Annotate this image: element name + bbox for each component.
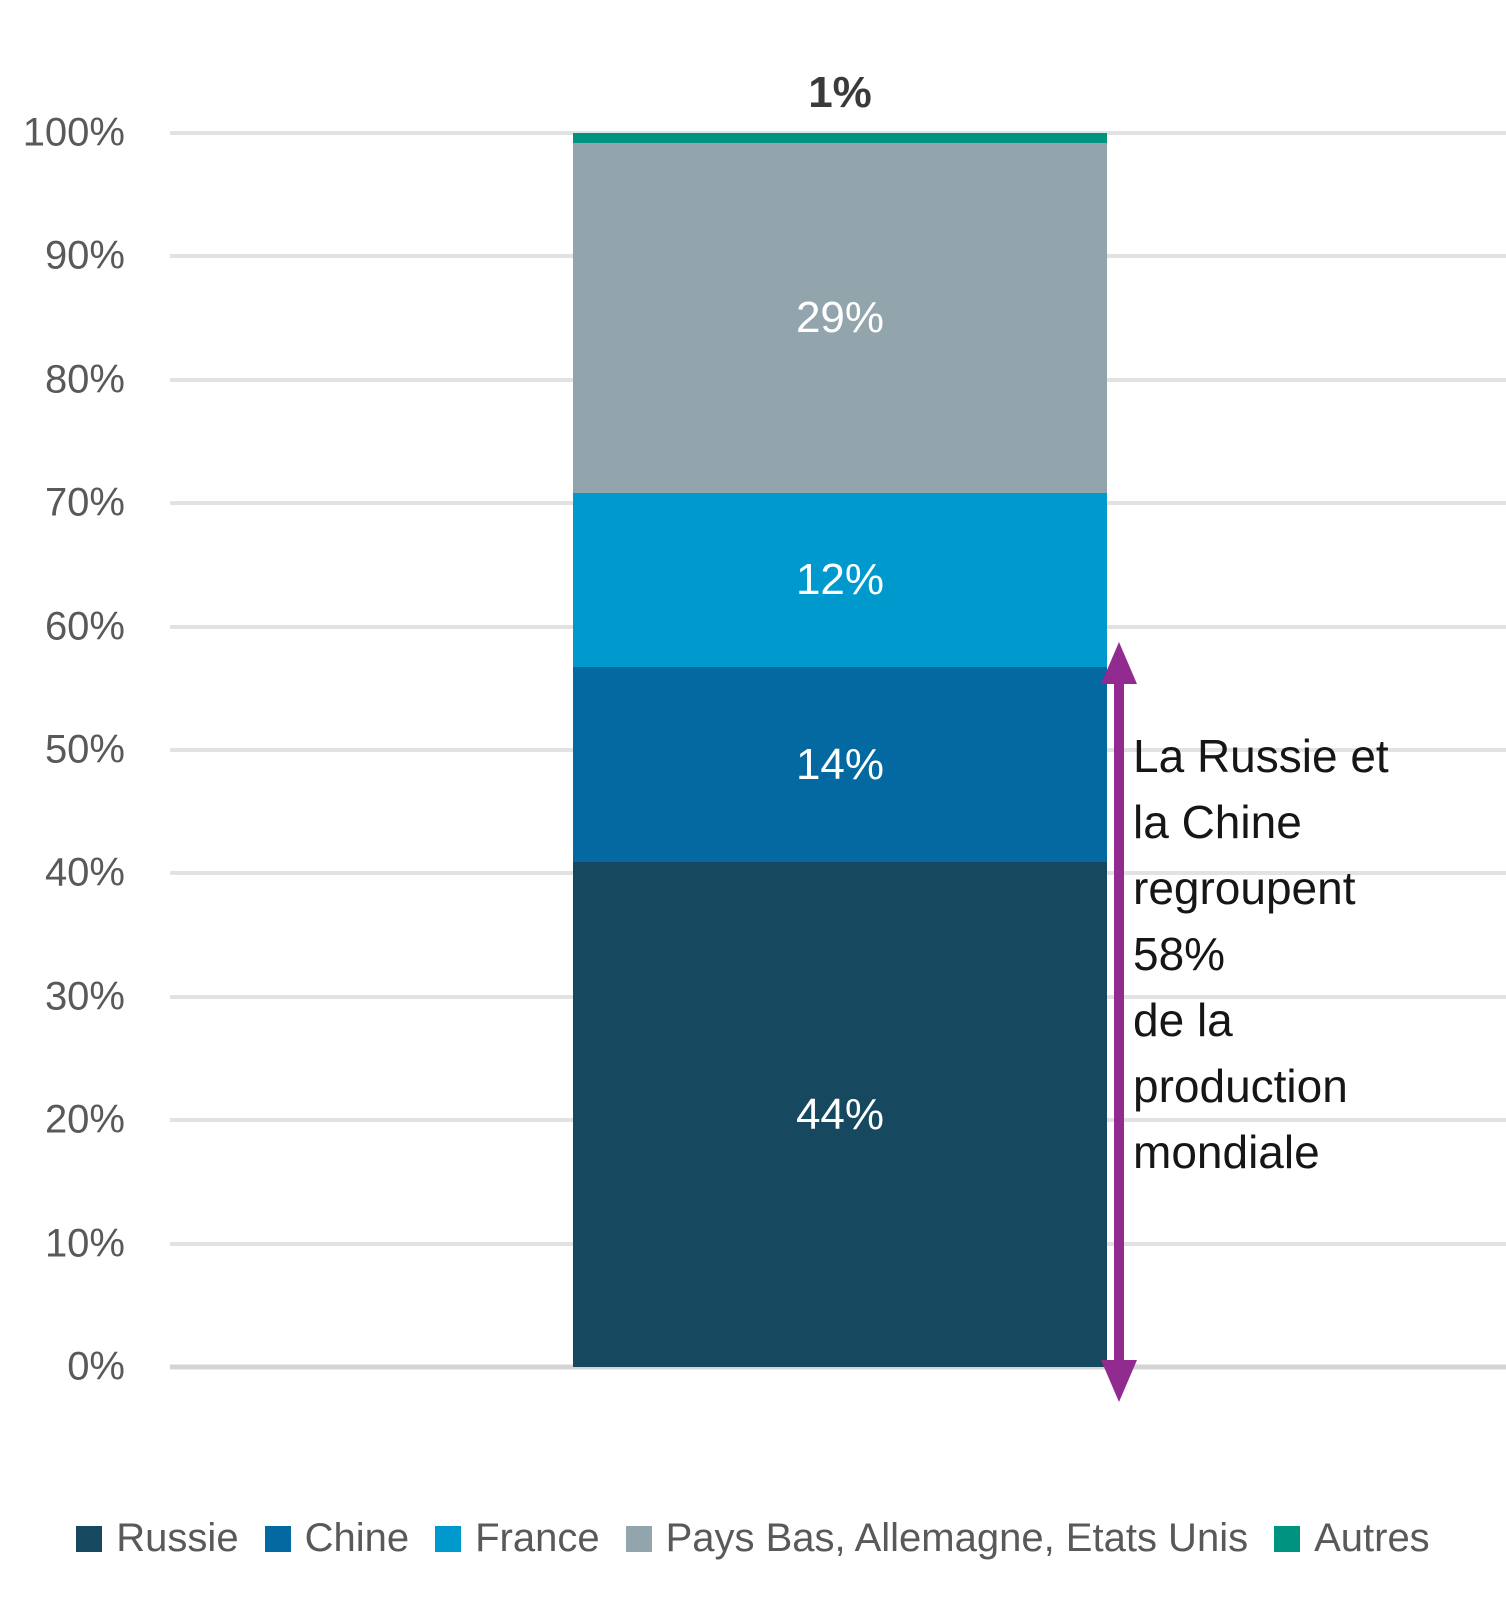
legend-item-chine: Chine [264, 1516, 410, 1561]
segment-value-label: 29% [795, 293, 885, 343]
y-tick-label: 10% [44, 1221, 125, 1266]
arrow-down-head [1101, 1360, 1137, 1402]
y-tick-label: 0% [67, 1344, 125, 1389]
y-tick-label: 40% [44, 850, 125, 895]
legend-swatch [76, 1525, 103, 1552]
y-tick-label: 50% [44, 727, 125, 772]
legend-item-pays-bas-allemagne-etats-unis: Pays Bas, Allemagne, Etats Unis [625, 1516, 1249, 1561]
y-tick-label: 30% [44, 974, 125, 1019]
y-tick-label: 80% [44, 357, 125, 402]
legend-item-russie: Russie [76, 1516, 239, 1561]
arrow-up-head [1101, 642, 1137, 684]
bar-total-top-label: 1% [808, 68, 872, 117]
bar-segment-chine: 14% [573, 667, 1107, 863]
legend-label: France [475, 1516, 600, 1560]
legend-label: Pays Bas, Allemagne, Etats Unis [665, 1516, 1249, 1560]
legend-label: Autres [1314, 1516, 1430, 1560]
legend-swatch [1274, 1525, 1301, 1552]
gridline-zero [170, 1364, 1506, 1370]
legend-swatch [625, 1525, 652, 1552]
y-tick-label: 90% [44, 233, 125, 278]
segment-value-label: 44% [795, 1089, 885, 1139]
bar-segment-france: 12% [573, 493, 1107, 668]
double-arrow-annotation [1101, 642, 1137, 1402]
y-tick-label: 20% [44, 1097, 125, 1142]
y-tick-label: 70% [44, 480, 125, 525]
stacked-bar: 29% 12% 14% 44% [573, 133, 1107, 1367]
legend-swatch [435, 1525, 462, 1552]
bar-segment-autres [573, 133, 1107, 144]
legend-item-france: France [435, 1516, 600, 1561]
bar-segment-russie: 44% [573, 862, 1107, 1367]
y-axis: 100% 90% 80% 70% 60% 50% 40% 30% 20% 10%… [0, 111, 125, 1389]
bar-segment-pays-bas-allemagne-etats-unis: 29% [573, 143, 1107, 494]
legend-label: Russie [116, 1516, 239, 1560]
segment-value-label: 14% [795, 739, 885, 789]
plot-area: 29% 12% 14% 44% [170, 131, 1506, 1370]
y-tick-label: 100% [22, 110, 125, 155]
segment-value-label: 12% [795, 555, 885, 605]
legend-swatch [264, 1525, 291, 1552]
legend-item-autres: Autres [1274, 1516, 1430, 1561]
y-tick-label: 60% [44, 604, 125, 649]
legend: Russie Chine France Pays Bas, Allemagne,… [0, 1516, 1506, 1561]
arrow-shaft [1114, 680, 1124, 1364]
annotation-text: La Russie et la Chine regroupent 58% de … [1133, 730, 1389, 1178]
legend-label: Chine [304, 1516, 410, 1560]
